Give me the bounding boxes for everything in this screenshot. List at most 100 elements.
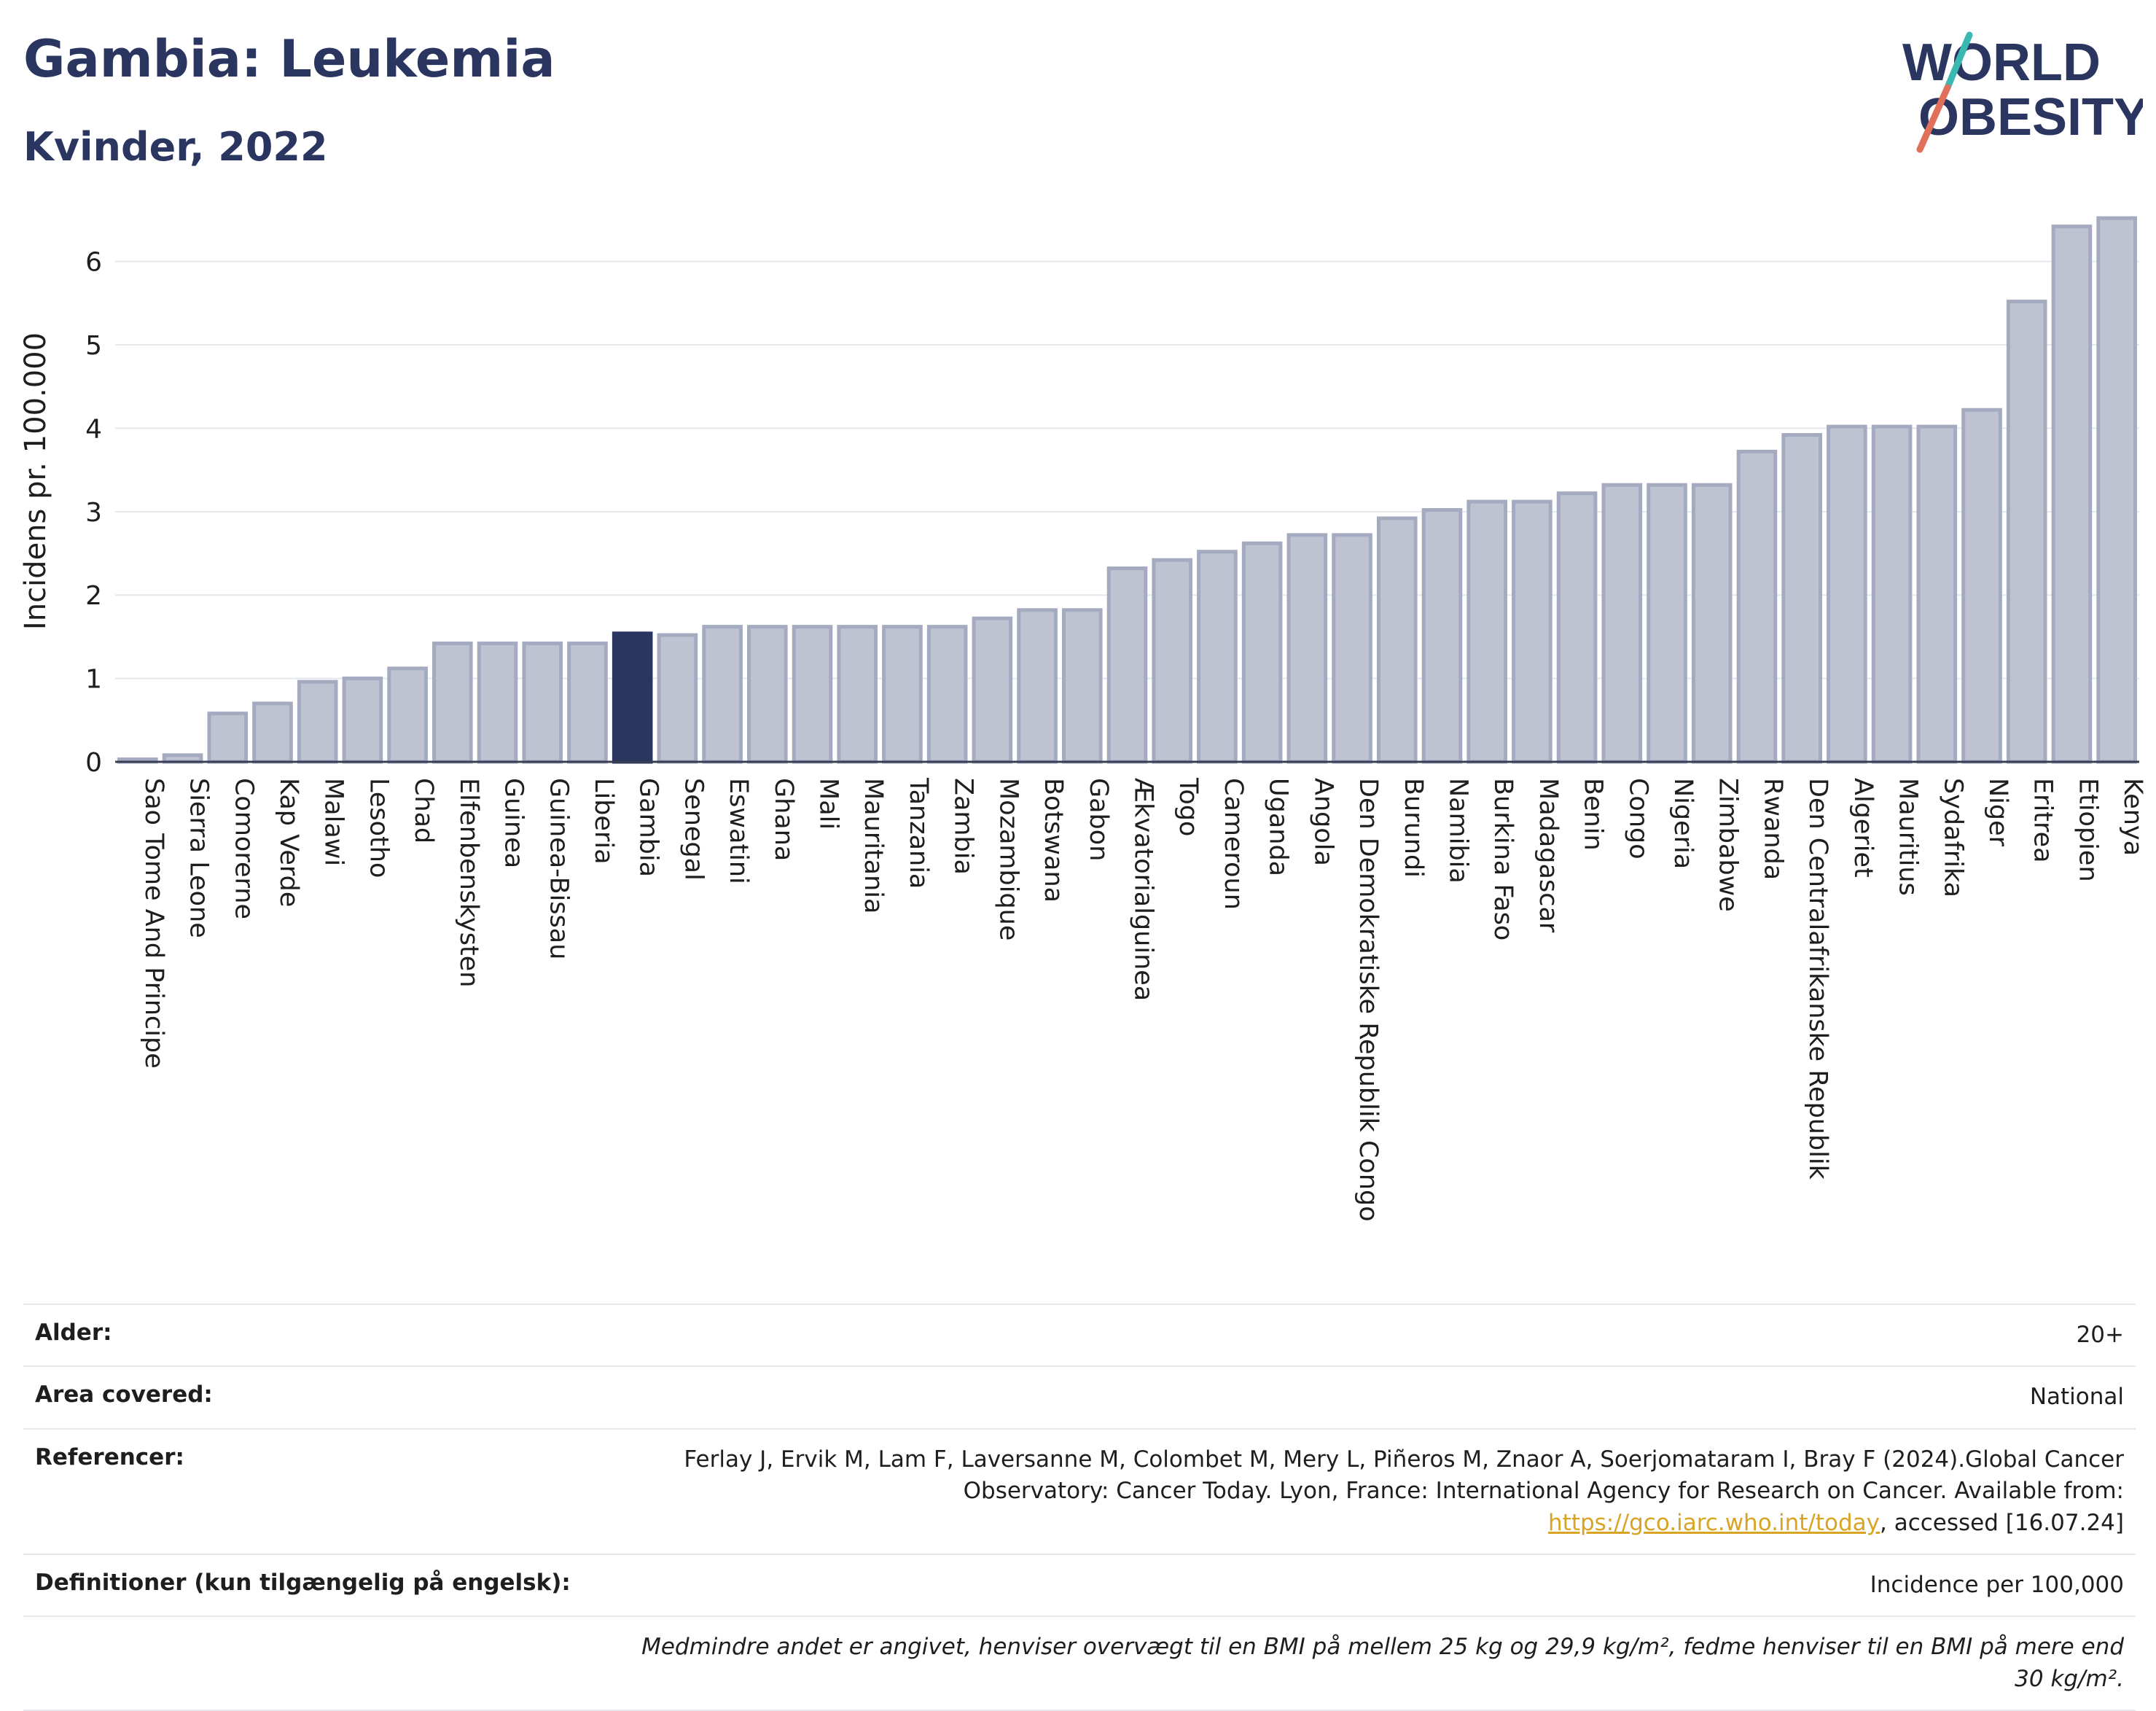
- x-tick-label: Burkina Faso: [1488, 778, 1518, 940]
- meta-row-footnote: Medmindre andet er angivet, henviser ove…: [23, 1615, 2136, 1711]
- bar: [522, 642, 563, 764]
- footnote: Medmindre andet er angivet, henviser ove…: [641, 1634, 2124, 1692]
- x-tick-label: Eritrea: [2028, 778, 2058, 863]
- bar: [1556, 491, 1598, 764]
- area-label: Area covered:: [35, 1381, 213, 1408]
- bar: [1691, 483, 1733, 764]
- bar: [2006, 300, 2047, 764]
- x-tick-label: Eswatini: [724, 778, 753, 884]
- bar: [1061, 608, 1103, 764]
- references-value: Ferlay J, Ervik M, Lam F, Laversanne M, …: [630, 1444, 2124, 1539]
- x-tick-label: Gabon: [1084, 778, 1113, 861]
- bars: [117, 216, 2137, 764]
- bar: [252, 701, 293, 764]
- bar: [2096, 216, 2137, 764]
- x-tick-label: Cameroun: [1219, 778, 1248, 910]
- x-tick-label: Guinea-Bissau: [544, 778, 573, 959]
- x-tick-label: Malawi: [319, 778, 348, 866]
- meta-row-age: Alder: 20+: [23, 1303, 2136, 1365]
- x-tick-label: Congo: [1623, 778, 1652, 860]
- bar: [792, 625, 833, 764]
- bar: [1916, 424, 1958, 764]
- definitions-label: Definitioner (kun tilgængelig på engelsk…: [35, 1569, 571, 1596]
- age-value: 20+: [2076, 1322, 2124, 1348]
- x-tick-label: Uganda: [1264, 778, 1293, 876]
- bar: [477, 642, 518, 764]
- bar: [1241, 541, 1283, 764]
- x-tick-label: Den Demokratiske Republik Congo: [1354, 778, 1383, 1222]
- bar: [1781, 433, 1822, 764]
- logo-line-2: OBESITY: [1918, 88, 2143, 147]
- bar: [702, 625, 743, 764]
- y-tick-label: 5: [85, 331, 102, 361]
- references-text-1: Ferlay J, Ervik M, Lam F, Laversanne M, …: [684, 1446, 2124, 1505]
- logo-line-1: WORLD: [1902, 34, 2101, 92]
- x-tick-label: Burundi: [1399, 778, 1428, 878]
- bar: [1512, 499, 1552, 764]
- bar: [972, 616, 1013, 764]
- metadata-table: Alder: 20+ Area covered: National Refere…: [23, 1303, 2136, 1711]
- bar: [1871, 424, 1913, 764]
- bar: [207, 712, 249, 764]
- bar: [1421, 508, 1463, 764]
- bar: [1736, 449, 1778, 764]
- references-label: Referencer:: [35, 1443, 184, 1470]
- axes: 0 1 2 3 4 5 6 Sao Tome And Principe Sierra Leone…: [85, 248, 2147, 1222]
- x-tick-label: Kenya: [2118, 778, 2147, 856]
- bar: [1286, 533, 1328, 764]
- x-tick-label: Namibia: [1443, 778, 1472, 884]
- bar: [1647, 483, 1687, 764]
- world-obesity-logo: WORLD OBESITY: [1902, 31, 2143, 153]
- bar: [1332, 533, 1372, 764]
- bar: [1197, 550, 1238, 764]
- x-tick-label: Chad: [409, 778, 438, 843]
- bar: [342, 677, 383, 764]
- logo-slash-bottom: [1916, 84, 1951, 153]
- meta-row-area: Area covered: National: [23, 1365, 2136, 1427]
- bar: [837, 625, 878, 764]
- x-tick-label: Guinea: [499, 778, 528, 868]
- x-tick-label: Rwanda: [1758, 778, 1787, 880]
- x-tick-label: Elfenbenskysten: [454, 778, 483, 987]
- definitions-value: Incidence per 100,000: [1870, 1571, 2124, 1598]
- references-text-2: , accessed [16.07.24]: [1879, 1509, 2124, 1536]
- y-tick-label: 1: [85, 665, 102, 695]
- x-tick-label: Algeriet: [1848, 778, 1878, 878]
- bar: [1106, 566, 1148, 764]
- x-tick-label: Sao Tome And Principe: [139, 778, 168, 1069]
- x-tick-label: Ghana: [769, 778, 798, 861]
- y-axis-label: Incidens pr. 100.000: [19, 332, 52, 630]
- bar-chart: 0 1 2 3 4 5 6 Sao Tome And Principe Sierra Leone…: [19, 216, 2147, 1222]
- x-tick-label: Comorerne: [229, 778, 258, 919]
- references-link[interactable]: https://gco.iarc.who.int/today: [1548, 1509, 1880, 1536]
- x-tick-label: Benin: [1579, 778, 1608, 851]
- bar: [297, 679, 338, 764]
- page-subtitle: Kvinder, 2022: [23, 124, 328, 170]
- bar: [567, 642, 608, 764]
- x-tick-label: Sydafrika: [1938, 778, 1967, 897]
- x-tick-label: Madagascar: [1534, 778, 1563, 933]
- x-tick-label: Lesotho: [364, 778, 393, 878]
- x-tick-label: Mali: [814, 778, 843, 830]
- y-tick-label: 2: [85, 581, 102, 611]
- x-tick-label: Den Centralafrikanske Republik: [1803, 778, 1832, 1180]
- logo-slash-top: [1944, 31, 1973, 91]
- bar: [882, 625, 923, 764]
- x-tick-label: Zambia: [949, 778, 978, 875]
- age-label: Alder:: [35, 1320, 112, 1346]
- x-tick-label: Angola: [1308, 778, 1337, 866]
- meta-row-references: Referencer: Ferlay J, Ervik M, Lam F, La…: [23, 1427, 2136, 1554]
- x-tick-label: Nigeria: [1668, 778, 1698, 869]
- bar: [1601, 483, 1643, 764]
- y-tick-label: 3: [85, 498, 102, 528]
- x-tick-label: Niger: [1983, 778, 2012, 847]
- area-value: National: [2029, 1384, 2124, 1411]
- bar: [1017, 608, 1058, 764]
- bar: [432, 642, 473, 764]
- bar: [1152, 558, 1193, 764]
- bar: [1376, 516, 1418, 764]
- y-tick-label: 6: [85, 248, 102, 278]
- x-tick-label: Botswana: [1039, 778, 1068, 903]
- x-tick-label: Etiopien: [2073, 778, 2102, 882]
- bar: [747, 625, 788, 764]
